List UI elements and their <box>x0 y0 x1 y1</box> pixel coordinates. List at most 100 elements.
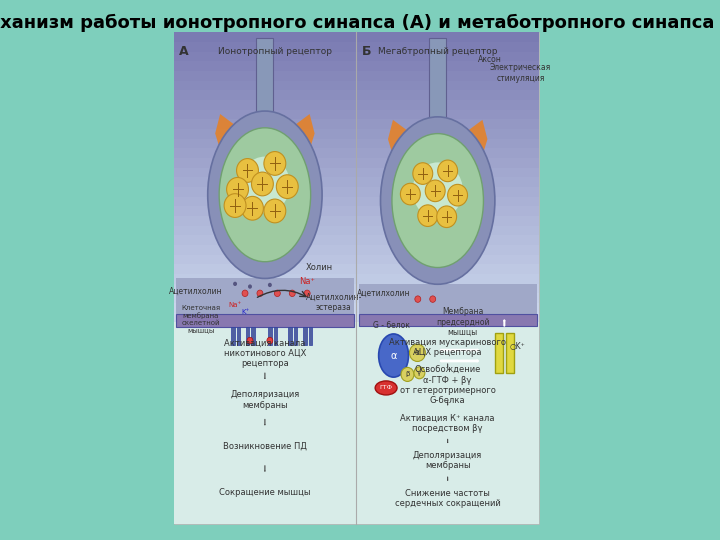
Text: G - белок: G - белок <box>372 321 410 330</box>
Bar <box>256 38 274 119</box>
Ellipse shape <box>426 180 445 201</box>
Bar <box>174 312 539 322</box>
Ellipse shape <box>379 334 408 377</box>
Text: Na⁺: Na⁺ <box>300 276 315 286</box>
Bar <box>174 196 539 206</box>
Text: Активация канала
никотинового АЦХ
рецептора: Активация канала никотинового АЦХ рецепт… <box>224 339 306 368</box>
Bar <box>174 129 539 139</box>
Bar <box>174 322 539 524</box>
Bar <box>174 264 539 274</box>
Ellipse shape <box>448 184 467 206</box>
Bar <box>294 327 297 345</box>
Text: Холин: Холин <box>306 263 333 272</box>
Text: Активация мускаринового
АЦХ рецептора: Активация мускаринового АЦХ рецептора <box>389 338 506 357</box>
Bar <box>359 322 536 326</box>
Text: γ: γ <box>418 370 421 376</box>
Text: Деполяризация
мембраны: Деполяризация мембраны <box>230 390 300 410</box>
Bar <box>176 314 354 327</box>
Bar <box>174 32 539 524</box>
Ellipse shape <box>233 282 237 286</box>
Bar <box>288 327 292 345</box>
Ellipse shape <box>418 205 438 226</box>
Text: Ацетилхолин: Ацетилхолин <box>357 289 410 298</box>
Ellipse shape <box>375 381 397 395</box>
Bar <box>359 314 536 326</box>
Text: Сокращение мышцы: Сокращение мышцы <box>219 488 310 497</box>
Bar <box>269 327 272 345</box>
Text: Снижение частоты
сердечных сокращений: Снижение частоты сердечных сокращений <box>395 489 500 508</box>
Text: Деполяризация
мембраны: Деполяризация мембраны <box>413 451 482 470</box>
Ellipse shape <box>268 283 272 287</box>
Bar <box>174 61 539 71</box>
Bar <box>174 283 539 293</box>
Bar <box>174 273 539 284</box>
Bar <box>309 327 312 345</box>
Bar <box>174 80 539 90</box>
Ellipse shape <box>413 163 463 219</box>
Text: Ионотропный рецептор: Ионотропный рецептор <box>218 47 332 56</box>
Bar <box>174 32 539 42</box>
Bar <box>506 333 514 373</box>
Ellipse shape <box>247 338 253 344</box>
Text: Механизм работы ионотропного синапса (А) и метаботропного синапса (Б): Механизм работы ионотропного синапса (А)… <box>0 14 720 32</box>
Ellipse shape <box>430 296 436 302</box>
Ellipse shape <box>410 344 426 361</box>
Bar <box>174 90 539 100</box>
Bar <box>174 71 539 80</box>
Bar <box>174 177 539 187</box>
Ellipse shape <box>207 111 322 279</box>
Text: Ацетилхолин: Ацетилхолин <box>169 287 222 296</box>
Bar <box>429 38 446 130</box>
Ellipse shape <box>392 133 483 267</box>
Ellipse shape <box>304 290 310 296</box>
Ellipse shape <box>413 163 433 184</box>
Bar <box>246 327 250 345</box>
Ellipse shape <box>400 183 420 205</box>
Text: Возникновение ПД: Возникновение ПД <box>223 442 307 451</box>
Text: Мегабтропный рецептор: Мегабтропный рецептор <box>378 47 498 56</box>
Bar <box>274 327 277 345</box>
Bar <box>174 158 539 168</box>
Bar <box>174 254 539 265</box>
Ellipse shape <box>227 178 248 201</box>
Ellipse shape <box>257 290 263 296</box>
Text: Б: Б <box>361 45 371 58</box>
Text: Активация К⁺ канала
посредством βγ: Активация К⁺ канала посредством βγ <box>400 413 495 433</box>
Bar <box>174 293 539 303</box>
Ellipse shape <box>264 199 286 223</box>
Ellipse shape <box>237 159 258 183</box>
Bar <box>176 279 354 314</box>
Text: Освобождение
α-ГТФ + βγ
от гетеротримерного
G-белка: Освобождение α-ГТФ + βγ от гетеротримерн… <box>400 365 495 406</box>
Ellipse shape <box>248 285 252 289</box>
Bar <box>174 225 539 235</box>
Text: А: А <box>179 45 189 58</box>
Bar <box>174 167 539 177</box>
Bar <box>174 215 539 226</box>
Ellipse shape <box>380 117 495 284</box>
Bar <box>174 206 539 216</box>
Text: Мембрана
предсердной
мышцы: Мембрана предсердной мышцы <box>436 307 490 337</box>
Ellipse shape <box>276 175 298 199</box>
Polygon shape <box>388 120 418 172</box>
Bar <box>237 327 240 345</box>
Ellipse shape <box>219 128 310 262</box>
Ellipse shape <box>241 197 264 220</box>
Ellipse shape <box>437 206 456 227</box>
Ellipse shape <box>224 194 246 218</box>
Bar <box>174 186 539 197</box>
Text: Клеточная
мембрана
скелетной
мышцы: Клеточная мембрана скелетной мышцы <box>181 305 220 333</box>
Bar <box>495 333 503 373</box>
Ellipse shape <box>401 367 414 381</box>
Bar <box>174 109 539 119</box>
Bar <box>174 51 539 62</box>
Text: Ацетилхолин-
эстераза: Ацетилхолин- эстераза <box>306 293 362 312</box>
Text: ○K⁺: ○K⁺ <box>510 342 526 350</box>
Ellipse shape <box>414 367 425 379</box>
Text: K⁺: K⁺ <box>241 309 249 315</box>
Ellipse shape <box>264 152 286 176</box>
Text: ГТФ: ГТФ <box>379 386 392 390</box>
Bar <box>251 327 255 345</box>
Text: Na⁺: Na⁺ <box>228 302 242 308</box>
Bar <box>359 284 536 314</box>
Text: α: α <box>390 350 397 361</box>
